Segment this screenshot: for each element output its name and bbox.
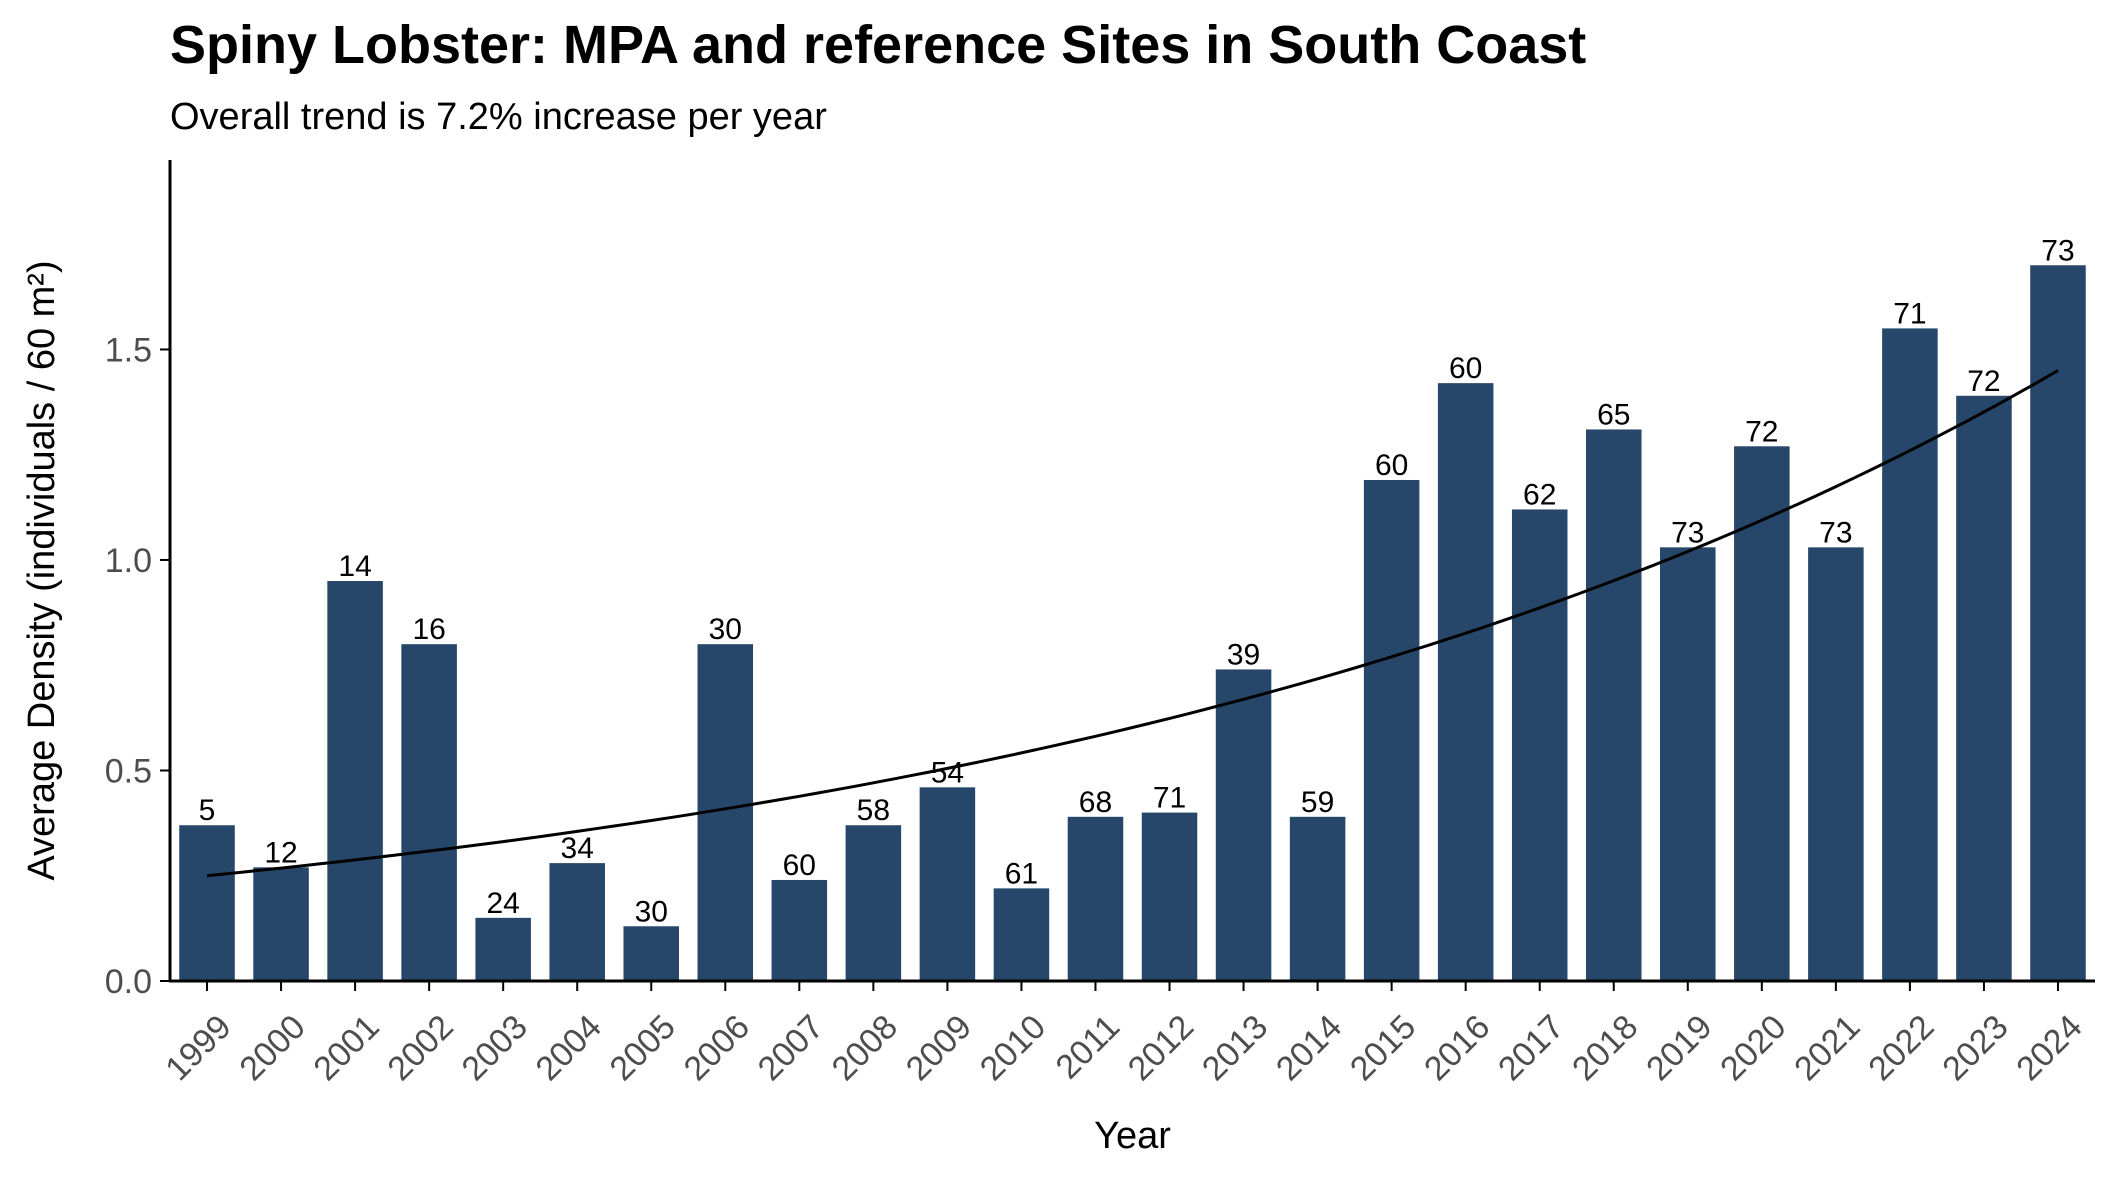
bar-label-2008: 58 bbox=[857, 794, 890, 827]
x-tick-label-2001: 2001 bbox=[306, 1008, 386, 1088]
bar-2022 bbox=[1882, 328, 1938, 981]
bar-label-2003: 24 bbox=[486, 887, 519, 920]
x-tick-label-2023: 2023 bbox=[1935, 1008, 2015, 1088]
x-tick-label-2010: 2010 bbox=[973, 1008, 1053, 1088]
x-tick-label-2017: 2017 bbox=[1491, 1008, 1571, 1088]
bar-2016 bbox=[1437, 383, 1494, 982]
y-tick-label: 1.5 bbox=[105, 331, 152, 369]
bar-label-2011: 68 bbox=[1079, 786, 1112, 819]
trend-line bbox=[206, 369, 2059, 878]
x-tick-label-2016: 2016 bbox=[1417, 1008, 1497, 1088]
bar-2004 bbox=[549, 863, 605, 981]
bar-2015 bbox=[1363, 479, 1420, 981]
bar-label-2024: 73 bbox=[2041, 234, 2074, 267]
y-axis-title: Average Density (individuals / 60 m²) bbox=[21, 260, 63, 880]
bar-2023 bbox=[1956, 395, 2012, 981]
bar-2014 bbox=[1289, 816, 1346, 981]
bars-layer bbox=[179, 265, 2086, 982]
bar-2013 bbox=[1215, 669, 1272, 981]
x-tick-label-1999: 1999 bbox=[158, 1008, 238, 1088]
x-tick-label-2011: 2011 bbox=[1049, 1008, 1128, 1087]
bar-label-2015: 60 bbox=[1375, 449, 1408, 482]
bar-2021 bbox=[1808, 547, 1864, 981]
bar-label-2023: 72 bbox=[1967, 365, 2000, 398]
bar-label-2000: 12 bbox=[264, 836, 297, 869]
chart-subtitle: Overall trend is 7.2% increase per year bbox=[170, 96, 827, 138]
x-tick-label-2002: 2002 bbox=[380, 1008, 460, 1088]
bar-2008 bbox=[845, 825, 902, 981]
x-tick-label-2014: 2014 bbox=[1269, 1008, 1349, 1088]
bar-label-2009: 54 bbox=[931, 756, 964, 789]
bar-label-2002: 16 bbox=[412, 613, 445, 646]
x-tick-label-2004: 2004 bbox=[529, 1008, 609, 1088]
bar-label-2014: 59 bbox=[1301, 786, 1334, 819]
x-tick-label-2009: 2009 bbox=[899, 1008, 979, 1088]
x-tick-label-2018: 2018 bbox=[1565, 1008, 1645, 1088]
x-tick-label-2013: 2013 bbox=[1195, 1008, 1275, 1088]
bar-2007 bbox=[771, 879, 828, 981]
x-tick-label-2005: 2005 bbox=[603, 1008, 683, 1088]
bar-label-2021: 73 bbox=[1819, 516, 1852, 549]
bar-2011 bbox=[1067, 816, 1124, 981]
bar-label-2013: 39 bbox=[1227, 638, 1260, 671]
x-tick-label-2003: 2003 bbox=[455, 1008, 535, 1088]
x-ticks-layer: 1999200020012002200320042005200620072008… bbox=[158, 981, 2090, 1088]
y-ticks-layer: 0.0 0.5 1.0 1.5 bbox=[105, 331, 170, 1001]
x-tick-label-2019: 2019 bbox=[1639, 1008, 1719, 1088]
bar-label-2020: 72 bbox=[1745, 415, 1778, 448]
bar-label-2016: 60 bbox=[1449, 352, 1482, 385]
bar-label-2007: 60 bbox=[783, 849, 816, 882]
bar-label-2012: 71 bbox=[1153, 782, 1186, 815]
bar-2010 bbox=[993, 888, 1050, 981]
bar-label-2006: 30 bbox=[709, 613, 742, 646]
bar-label-1999: 5 bbox=[199, 794, 216, 827]
bar-2019 bbox=[1660, 547, 1716, 981]
chart-title: Spiny Lobster: MPA and reference Sites i… bbox=[170, 15, 1587, 75]
bar-label-2022: 71 bbox=[1893, 297, 1926, 330]
bar-label-2017: 62 bbox=[1523, 478, 1556, 511]
bar-label-2005: 30 bbox=[635, 895, 668, 928]
x-tick-label-2012: 2012 bbox=[1121, 1008, 1201, 1088]
x-tick-label-2007: 2007 bbox=[751, 1008, 831, 1088]
x-tick-label-2022: 2022 bbox=[1861, 1008, 1941, 1088]
x-tick-label-2000: 2000 bbox=[232, 1008, 312, 1088]
bar-2000 bbox=[253, 867, 309, 981]
bar-labels-layer: 5 12 14 16 24 34 30 30 60 58 54 61 68 71 39 59 60 60 62 65 7… bbox=[199, 234, 2075, 928]
x-tick-label-2008: 2008 bbox=[825, 1008, 905, 1088]
bar-2017 bbox=[1511, 509, 1568, 981]
bar-2024 bbox=[2030, 265, 2086, 981]
x-tick-label-2024: 2024 bbox=[2009, 1008, 2089, 1088]
x-axis-title: Year bbox=[1094, 1115, 1171, 1157]
x-tick-label-2020: 2020 bbox=[1713, 1008, 1793, 1088]
bar-label-2004: 34 bbox=[561, 832, 594, 865]
bar-label-2010: 61 bbox=[1005, 857, 1038, 890]
x-tick-label-2021: 2021 bbox=[1787, 1008, 1867, 1088]
bar-2003 bbox=[475, 917, 531, 981]
bar-2005 bbox=[623, 926, 680, 981]
y-tick-label: 0.5 bbox=[105, 752, 152, 790]
y-tick-label: 1.0 bbox=[105, 542, 152, 580]
y-tick-label: 0.0 bbox=[105, 963, 152, 1001]
x-tick-label-2015: 2015 bbox=[1343, 1008, 1423, 1088]
bar-1999 bbox=[179, 825, 235, 981]
bar-2002 bbox=[401, 644, 457, 981]
bar-2009 bbox=[919, 787, 976, 981]
x-tick-label-2006: 2006 bbox=[677, 1008, 757, 1088]
bar-2001 bbox=[327, 581, 383, 981]
bar-label-2001: 14 bbox=[338, 550, 371, 583]
bar-label-2018: 65 bbox=[1597, 398, 1630, 431]
bar-2012 bbox=[1141, 812, 1198, 981]
bar-2020 bbox=[1734, 446, 1790, 981]
bar-2018 bbox=[1585, 429, 1642, 981]
bar-label-2019: 73 bbox=[1671, 516, 1704, 549]
